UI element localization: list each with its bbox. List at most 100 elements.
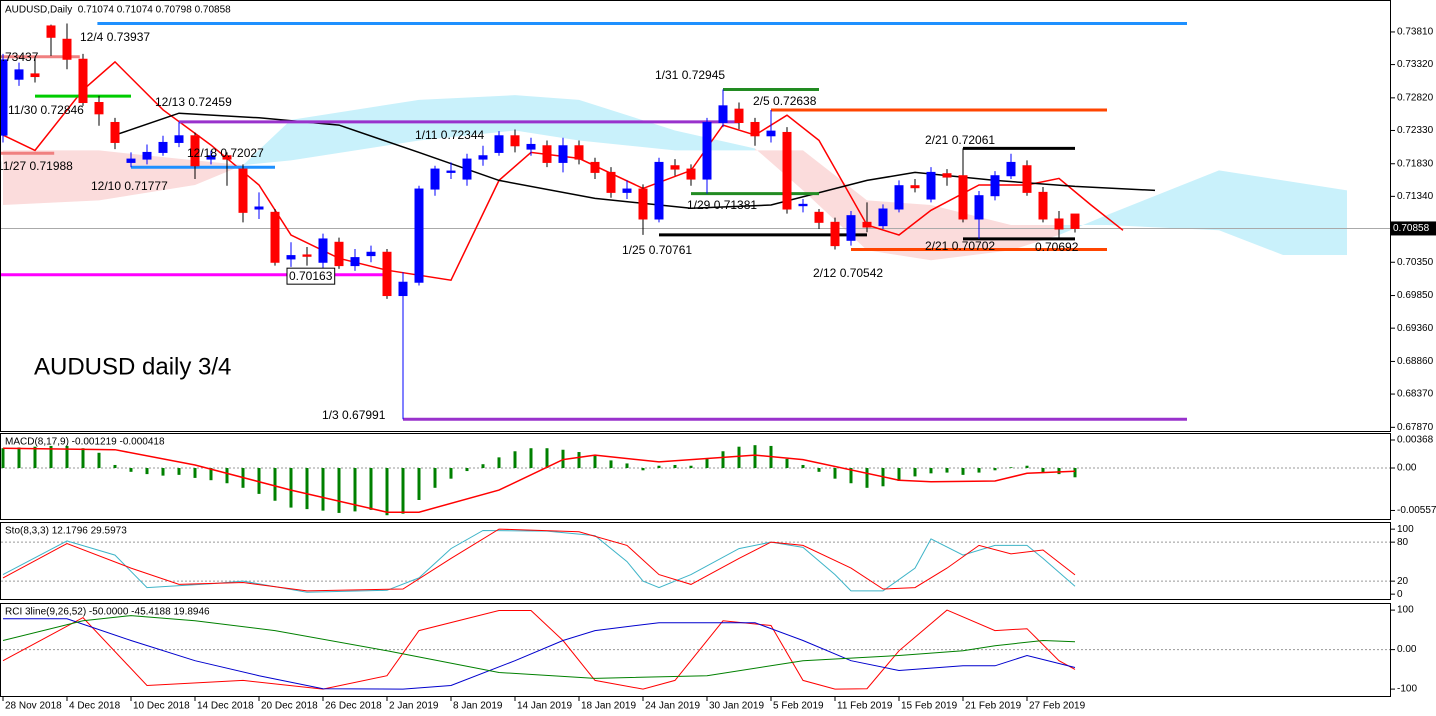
histogram-bar bbox=[321, 468, 325, 511]
y-tick-label: 0.73320 bbox=[1397, 59, 1434, 70]
indicator-line bbox=[2, 529, 1076, 593]
histogram-bar bbox=[49, 445, 53, 469]
histogram-bar bbox=[417, 468, 421, 500]
histogram-bar bbox=[465, 468, 469, 472]
candle-body bbox=[1070, 213, 1080, 229]
level-label: 0.70163 bbox=[289, 269, 333, 283]
candle-body bbox=[926, 171, 936, 200]
candle-body bbox=[190, 135, 200, 167]
histogram-bar bbox=[193, 468, 197, 478]
candle-body bbox=[318, 238, 328, 263]
histogram-bar bbox=[577, 452, 581, 469]
candle-body bbox=[910, 185, 920, 189]
histogram-bar bbox=[785, 458, 789, 469]
y-tick-label: 0.00 bbox=[1397, 644, 1417, 655]
candle-body bbox=[1038, 191, 1048, 220]
candle-body bbox=[526, 143, 536, 150]
candle-body bbox=[990, 175, 1000, 197]
x-tick-label: 14 Dec 2018 bbox=[197, 701, 254, 712]
x-tick-label: 18 Jan 2019 bbox=[581, 701, 636, 712]
histogram-bar bbox=[593, 455, 597, 469]
histogram-bar bbox=[33, 446, 37, 469]
histogram-bar bbox=[401, 468, 405, 514]
candle-body bbox=[222, 155, 232, 160]
y-tick-label: 0.68860 bbox=[1397, 356, 1434, 367]
x-tick-label: 24 Jan 2019 bbox=[645, 701, 700, 712]
candle-body bbox=[142, 151, 152, 160]
cloud bbox=[1059, 215, 1107, 235]
candle-body bbox=[206, 155, 216, 160]
x-tick-label: 15 Feb 2019 bbox=[901, 701, 958, 712]
histogram-bar bbox=[273, 468, 277, 501]
candle-body bbox=[46, 25, 56, 38]
histogram-bar bbox=[497, 457, 501, 469]
cloud bbox=[99, 150, 195, 201]
candle-body bbox=[1054, 218, 1064, 230]
candle-body bbox=[78, 58, 88, 104]
x-tick-label: 8 Jan 2019 bbox=[453, 701, 503, 712]
candle-body bbox=[734, 108, 744, 123]
candle-body bbox=[750, 121, 760, 137]
y-tick-label: 0.69850 bbox=[1397, 290, 1434, 301]
candle-body bbox=[398, 281, 408, 297]
histogram-bar bbox=[97, 452, 101, 469]
histogram-bar bbox=[897, 468, 901, 481]
panel-title: MACD(8,17,9) -0.001219 -0.000418 bbox=[5, 437, 165, 448]
histogram-bar bbox=[337, 468, 341, 513]
signal-line bbox=[2, 447, 1076, 513]
histogram-bar bbox=[737, 446, 741, 469]
histogram-bar bbox=[833, 468, 837, 479]
cloud bbox=[243, 119, 291, 166]
y-tick-label: 100 bbox=[1397, 605, 1414, 616]
candle-body bbox=[846, 215, 856, 241]
histogram-bar bbox=[689, 465, 693, 469]
candle-body bbox=[798, 203, 808, 207]
panel: MACD(8,17,9) -0.001219 -0.000418 bbox=[1, 437, 1390, 516]
candle-body bbox=[878, 208, 888, 227]
level-label: 2/21 0.70702 bbox=[925, 239, 995, 253]
histogram-bar bbox=[545, 448, 549, 469]
level-label: 1/31 0.72945 bbox=[655, 68, 725, 82]
candle-body bbox=[718, 105, 728, 123]
panel-frame bbox=[0, 433, 1391, 520]
panel-frame bbox=[0, 522, 1391, 600]
y-tick-label: 0.00368 bbox=[1397, 435, 1434, 446]
histogram-bar bbox=[977, 468, 981, 473]
histogram-bar bbox=[129, 468, 133, 472]
candle-body bbox=[1022, 165, 1032, 193]
histogram-bar bbox=[1041, 468, 1045, 473]
candle-body bbox=[334, 241, 344, 267]
histogram-bar bbox=[1009, 467, 1013, 469]
y-tick-label: 0.69360 bbox=[1397, 323, 1434, 334]
y-tick-label: 80 bbox=[1397, 537, 1409, 548]
y-tick-label: 0.00 bbox=[1397, 463, 1417, 474]
level-label: 2/5 0.72638 bbox=[753, 94, 817, 108]
panel-title: RCI 3line(9,26,52) -50.0000 -45.4188 19.… bbox=[5, 607, 210, 618]
x-tick-label: 28 Nov 2018 bbox=[5, 701, 62, 712]
cloud bbox=[515, 95, 579, 141]
candle-body bbox=[670, 165, 680, 170]
level-label: 0.73437 bbox=[0, 50, 39, 64]
histogram-bar bbox=[529, 448, 533, 469]
histogram-bar bbox=[625, 463, 629, 469]
level-label: 11/30 0.72846 bbox=[8, 103, 84, 117]
histogram-bar bbox=[961, 468, 965, 475]
y-tick-label: -0.005576 bbox=[1397, 505, 1436, 516]
panel: Sto(8,3,3) 12.1796 29.5973 bbox=[1, 526, 1390, 593]
histogram-bar bbox=[673, 464, 677, 469]
histogram-bar bbox=[513, 451, 517, 469]
candle-body bbox=[654, 161, 664, 220]
histogram-bar bbox=[721, 451, 725, 469]
indicator-line bbox=[2, 615, 1076, 679]
histogram-bar bbox=[353, 468, 357, 512]
y-tick-label: 0.71830 bbox=[1397, 158, 1434, 169]
candle-body bbox=[446, 170, 456, 173]
candle-body bbox=[126, 158, 136, 163]
candle-body bbox=[382, 251, 392, 297]
price-box-label: 0.70858 bbox=[1393, 223, 1430, 234]
histogram-bar bbox=[817, 468, 821, 472]
candle-body bbox=[574, 145, 584, 160]
histogram-bar bbox=[705, 458, 709, 469]
